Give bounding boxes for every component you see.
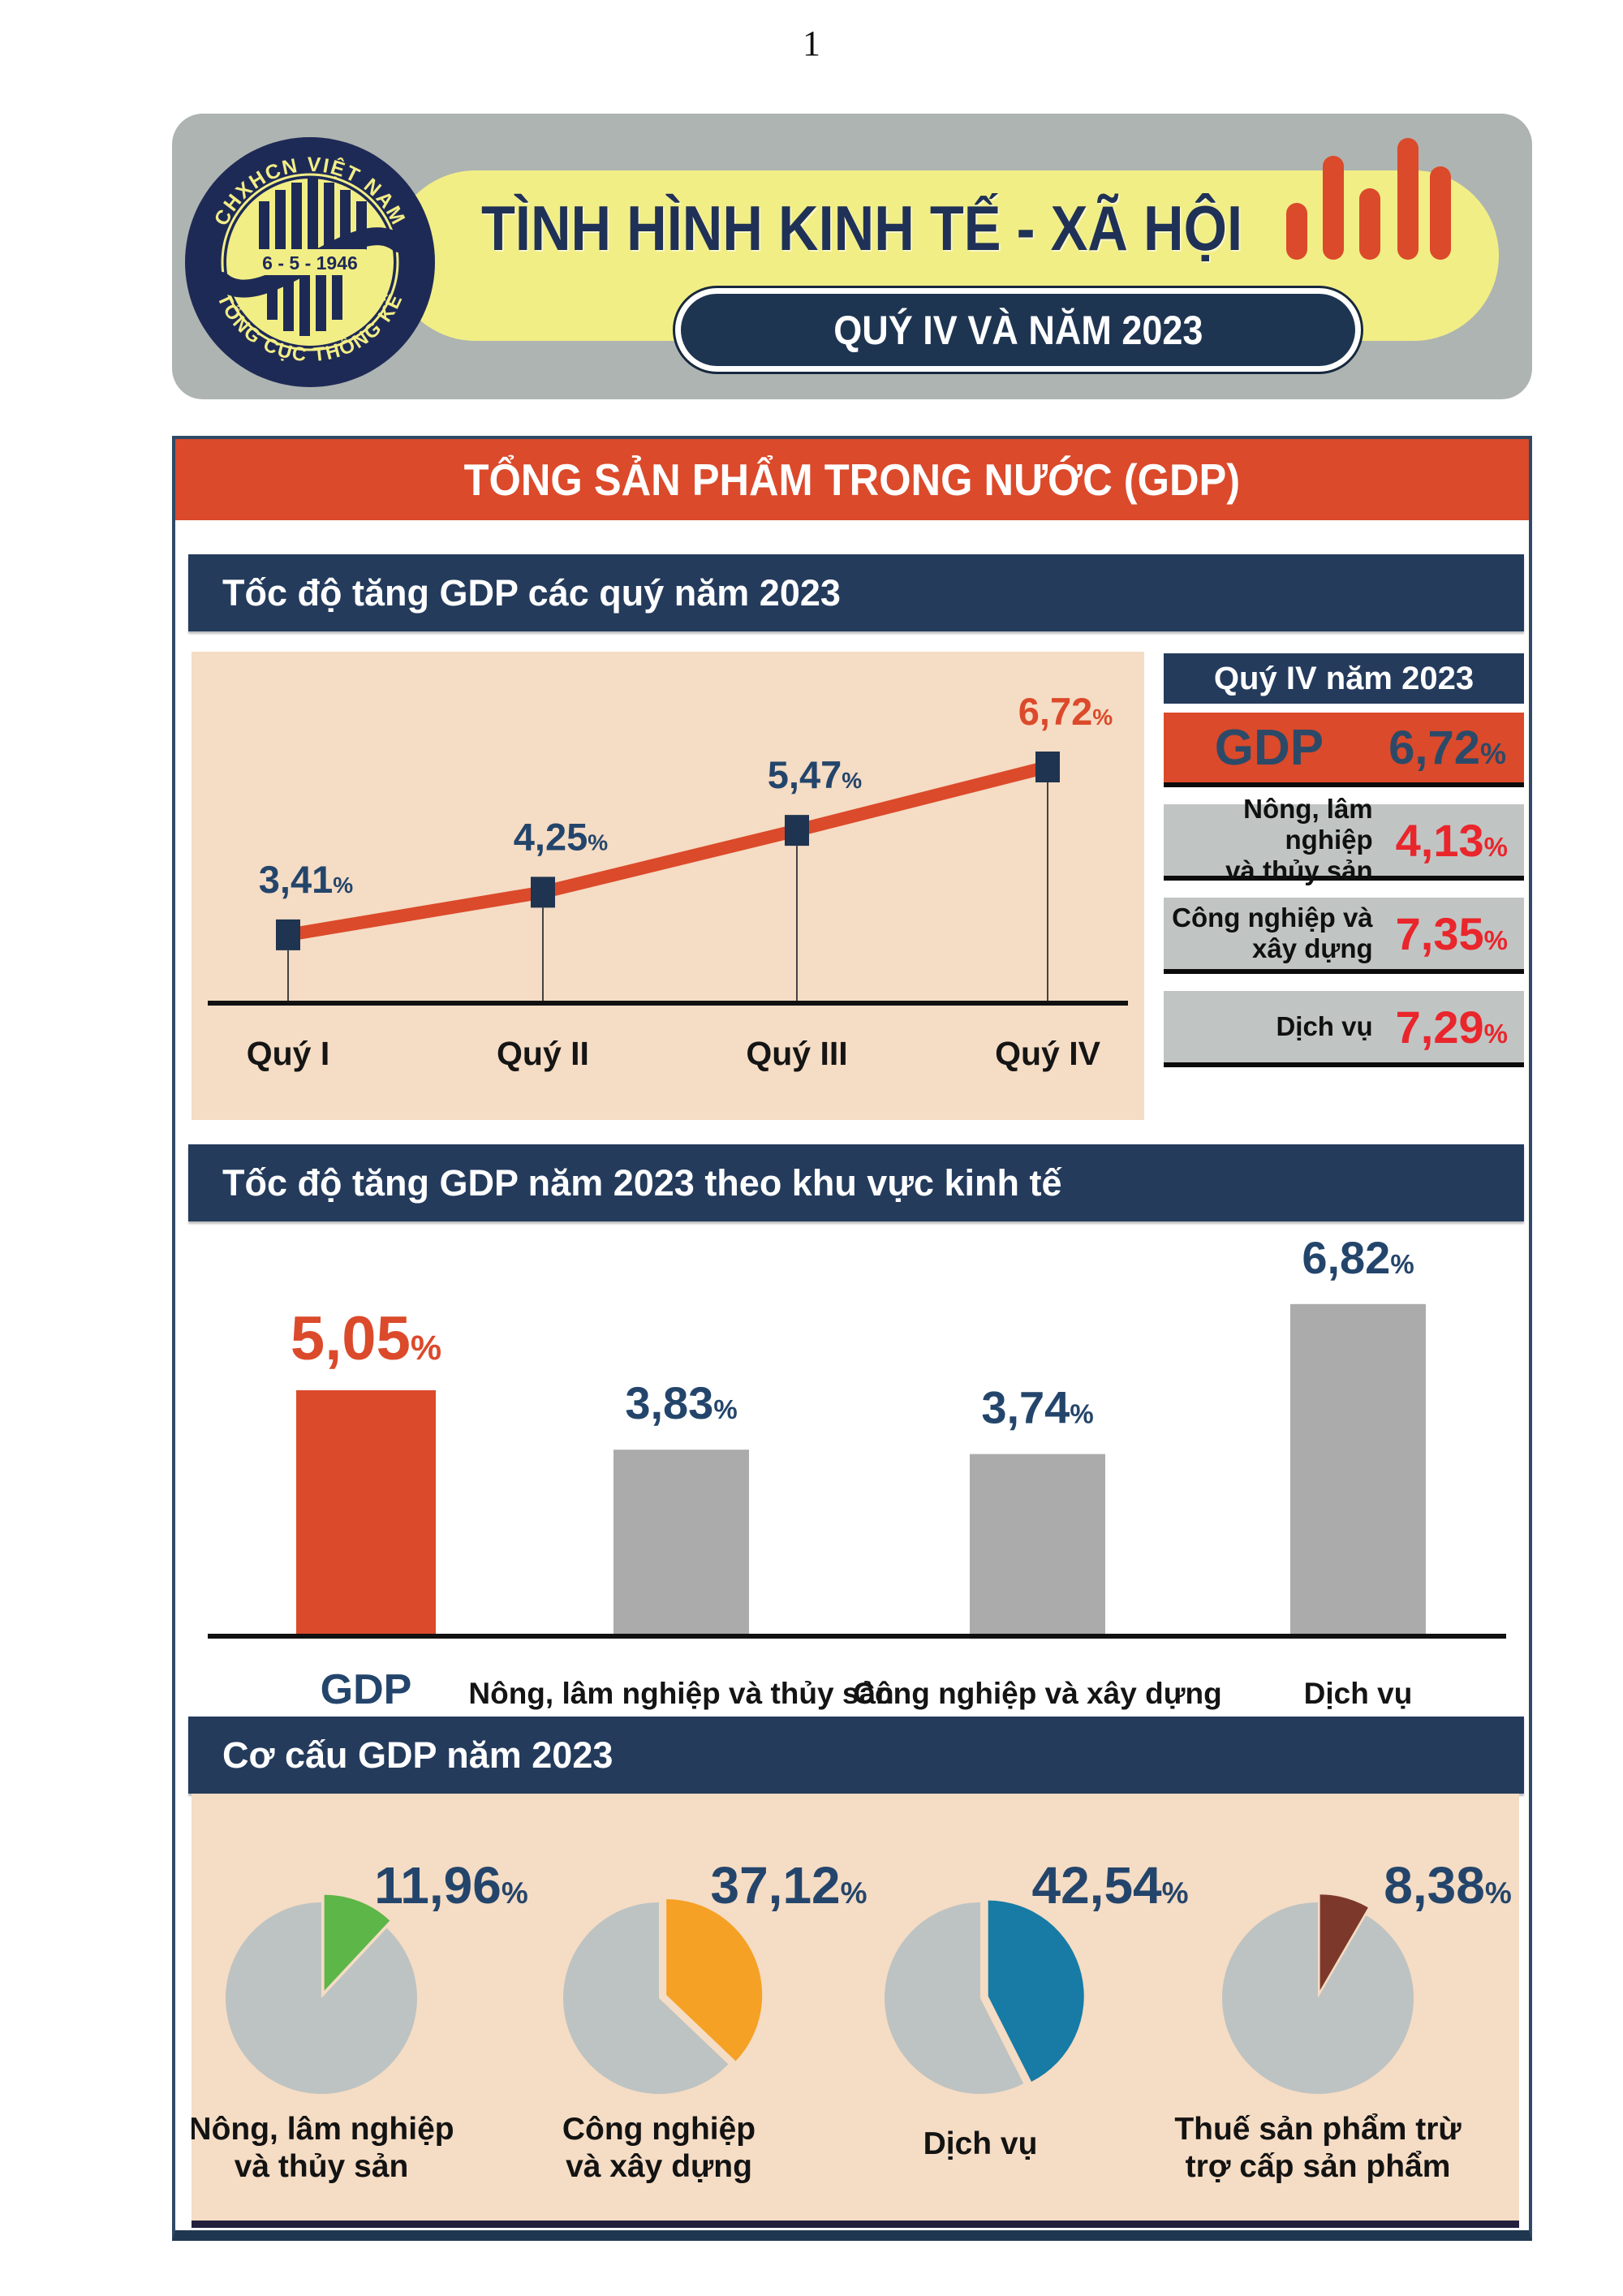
q4-sector-row: Công nghiệp và xây dựng 7,35%	[1164, 898, 1524, 974]
pie-category-label: Công nghiệp	[562, 2112, 756, 2147]
pie-remainder-slice	[1222, 1902, 1414, 2094]
pie-category-label: Nông, lâm nghiệp	[192, 2112, 454, 2147]
gdp-q4-value: 6,72%	[1388, 721, 1506, 774]
svg-text:6 - 5 - 1946: 6 - 5 - 1946	[262, 252, 358, 274]
section-header-by-sector: Tốc độ tăng GDP năm 2023 theo khu vực ki…	[188, 1144, 1524, 1221]
pie-remainder-slice	[563, 1902, 729, 2094]
line-marker	[276, 919, 300, 950]
pie-category-label: Dịch vụ	[923, 2126, 1038, 2161]
bar-chart-icon	[1286, 114, 1457, 399]
sector-bar	[296, 1390, 436, 1636]
bar-category-label: Công nghiệp và xây dựng	[853, 1677, 1221, 1710]
sector-bar	[970, 1454, 1105, 1636]
pie-highlight-slice	[988, 1900, 1084, 2082]
line-marker	[1035, 752, 1060, 782]
quarterly-gdp-line-chart: 3,41% 4,25% 5,47% 6,72% Quý I Quý II Quý III Qu…	[192, 652, 1144, 1120]
q4-sector-label: Dịch vụ	[1276, 1011, 1373, 1041]
line-value-label: 4,25%	[514, 815, 608, 858]
report-header: CHXHCN VIỆT NAM TỔNG CỤC THỐNG KÊ	[172, 114, 1532, 399]
line-category-label: Quý II	[497, 1035, 589, 1072]
period-pill: QUÝ IV VÀ NĂM 2023	[673, 286, 1363, 374]
page-number: 1	[803, 24, 820, 63]
q4-sector-value: 7,35%	[1395, 907, 1508, 959]
pie-category-label: trợ cấp sản phẩm	[1186, 2149, 1451, 2184]
pie-category-label: và thủy sản	[235, 2149, 409, 2184]
line-category-label: Quý IV	[995, 1035, 1101, 1072]
bar-category-label: GDP	[321, 1666, 412, 1713]
gdp-report-box: TỔNG SẢN PHẨM TRONG NƯỚC (GDP) Tốc độ tă…	[172, 436, 1532, 2241]
report-title: TÌNH HÌNH KINH TẾ - XÃ HỘI	[480, 192, 1243, 264]
q4-sector-label: Nông, lâm nghiệp và thủy sản	[1225, 794, 1373, 885]
q4-sector-rows: Nông, lâm nghiệp và thủy sản 4,13% Công ngh…	[1164, 794, 1524, 1067]
gdp-banner: TỔNG SẢN PHẨM TRONG NƯỚC (GDP)	[175, 439, 1529, 520]
pie-remainder-slice	[885, 1902, 1024, 2094]
q4-sector-row: Nông, lâm nghiệp và thủy sản 4,13%	[1164, 794, 1524, 885]
q4-sector-row: Dịch vụ 7,29%	[1164, 991, 1524, 1067]
bar-category-label: Nông, lâm nghiệp và thủy sản	[468, 1677, 893, 1710]
pie-highlight-slice	[1319, 1894, 1368, 1991]
line-marker	[531, 877, 555, 908]
pie-highlight-slice	[324, 1894, 390, 1991]
q4-sector-value: 7,29%	[1395, 1001, 1508, 1053]
line-value-label: 3,41%	[259, 858, 353, 901]
q4-sector-label: Công nghiệp và xây dựng	[1172, 902, 1373, 963]
line-category-label: Quý I	[247, 1035, 330, 1072]
pie-value-label: 8,38%	[1384, 1856, 1511, 1915]
q4-summary-panel: Quý IV năm 2023 GDP 6,72% Nông, lâm nghi…	[1164, 653, 1524, 1067]
bar-value-label: 5,05%	[291, 1304, 441, 1373]
q4-panel-header: Quý IV năm 2023	[1164, 653, 1524, 704]
bar-value-label: 3,74%	[981, 1382, 1093, 1433]
bar-value-label: 3,83%	[625, 1377, 737, 1428]
gdp-q4-card: GDP 6,72%	[1164, 713, 1524, 787]
gdp-growth-line	[286, 760, 1049, 941]
section-header-structure: Cơ cấu GDP năm 2023	[188, 1717, 1524, 1794]
line-marker	[785, 815, 809, 846]
sector-bar	[613, 1450, 749, 1636]
pie-category-label: Thuế sản phẩm trừ	[1174, 2112, 1462, 2147]
sector-gdp-bar-chart: 5,05% 3,83% 3,74% 6,82% GDP Nông, lâm nghiệp …	[188, 1221, 1524, 1717]
bar-category-label: Dịch vụ	[1304, 1677, 1413, 1710]
sector-bar	[1290, 1303, 1426, 1636]
line-value-label: 6,72%	[1018, 690, 1113, 733]
pie-value-label: 42,54%	[1031, 1856, 1188, 1915]
gdp-banner-title: TỔNG SẢN PHẨM TRONG NƯỚC (GDP)	[463, 454, 1241, 505]
bar-value-label: 6,82%	[1302, 1232, 1414, 1283]
q4-sector-value: 4,13%	[1395, 814, 1508, 866]
pie-value-label: 37,12%	[710, 1856, 867, 1915]
pie-value-label: 11,96%	[374, 1856, 528, 1915]
period-pill-label: QUÝ IV VÀ NĂM 2023	[833, 307, 1203, 353]
gdp-structure-pie-charts: 11,96% Nông, lâm nghiệp và thủy sản 37,12% C…	[188, 1794, 1519, 2228]
line-value-label: 5,47%	[768, 753, 862, 796]
gdp-q4-label: GDP	[1214, 719, 1324, 776]
section-header-quarterly: Tốc độ tăng GDP các quý năm 2023	[188, 554, 1524, 631]
pie-highlight-slice	[666, 1899, 763, 2061]
gso-logo: CHXHCN VIỆT NAM TỔNG CỤC THỐNG KÊ	[185, 137, 435, 387]
pie-remainder-slice	[226, 1902, 417, 2094]
line-category-label: Quý III	[746, 1035, 847, 1072]
pie-category-label: và xây dựng	[566, 2149, 752, 2184]
